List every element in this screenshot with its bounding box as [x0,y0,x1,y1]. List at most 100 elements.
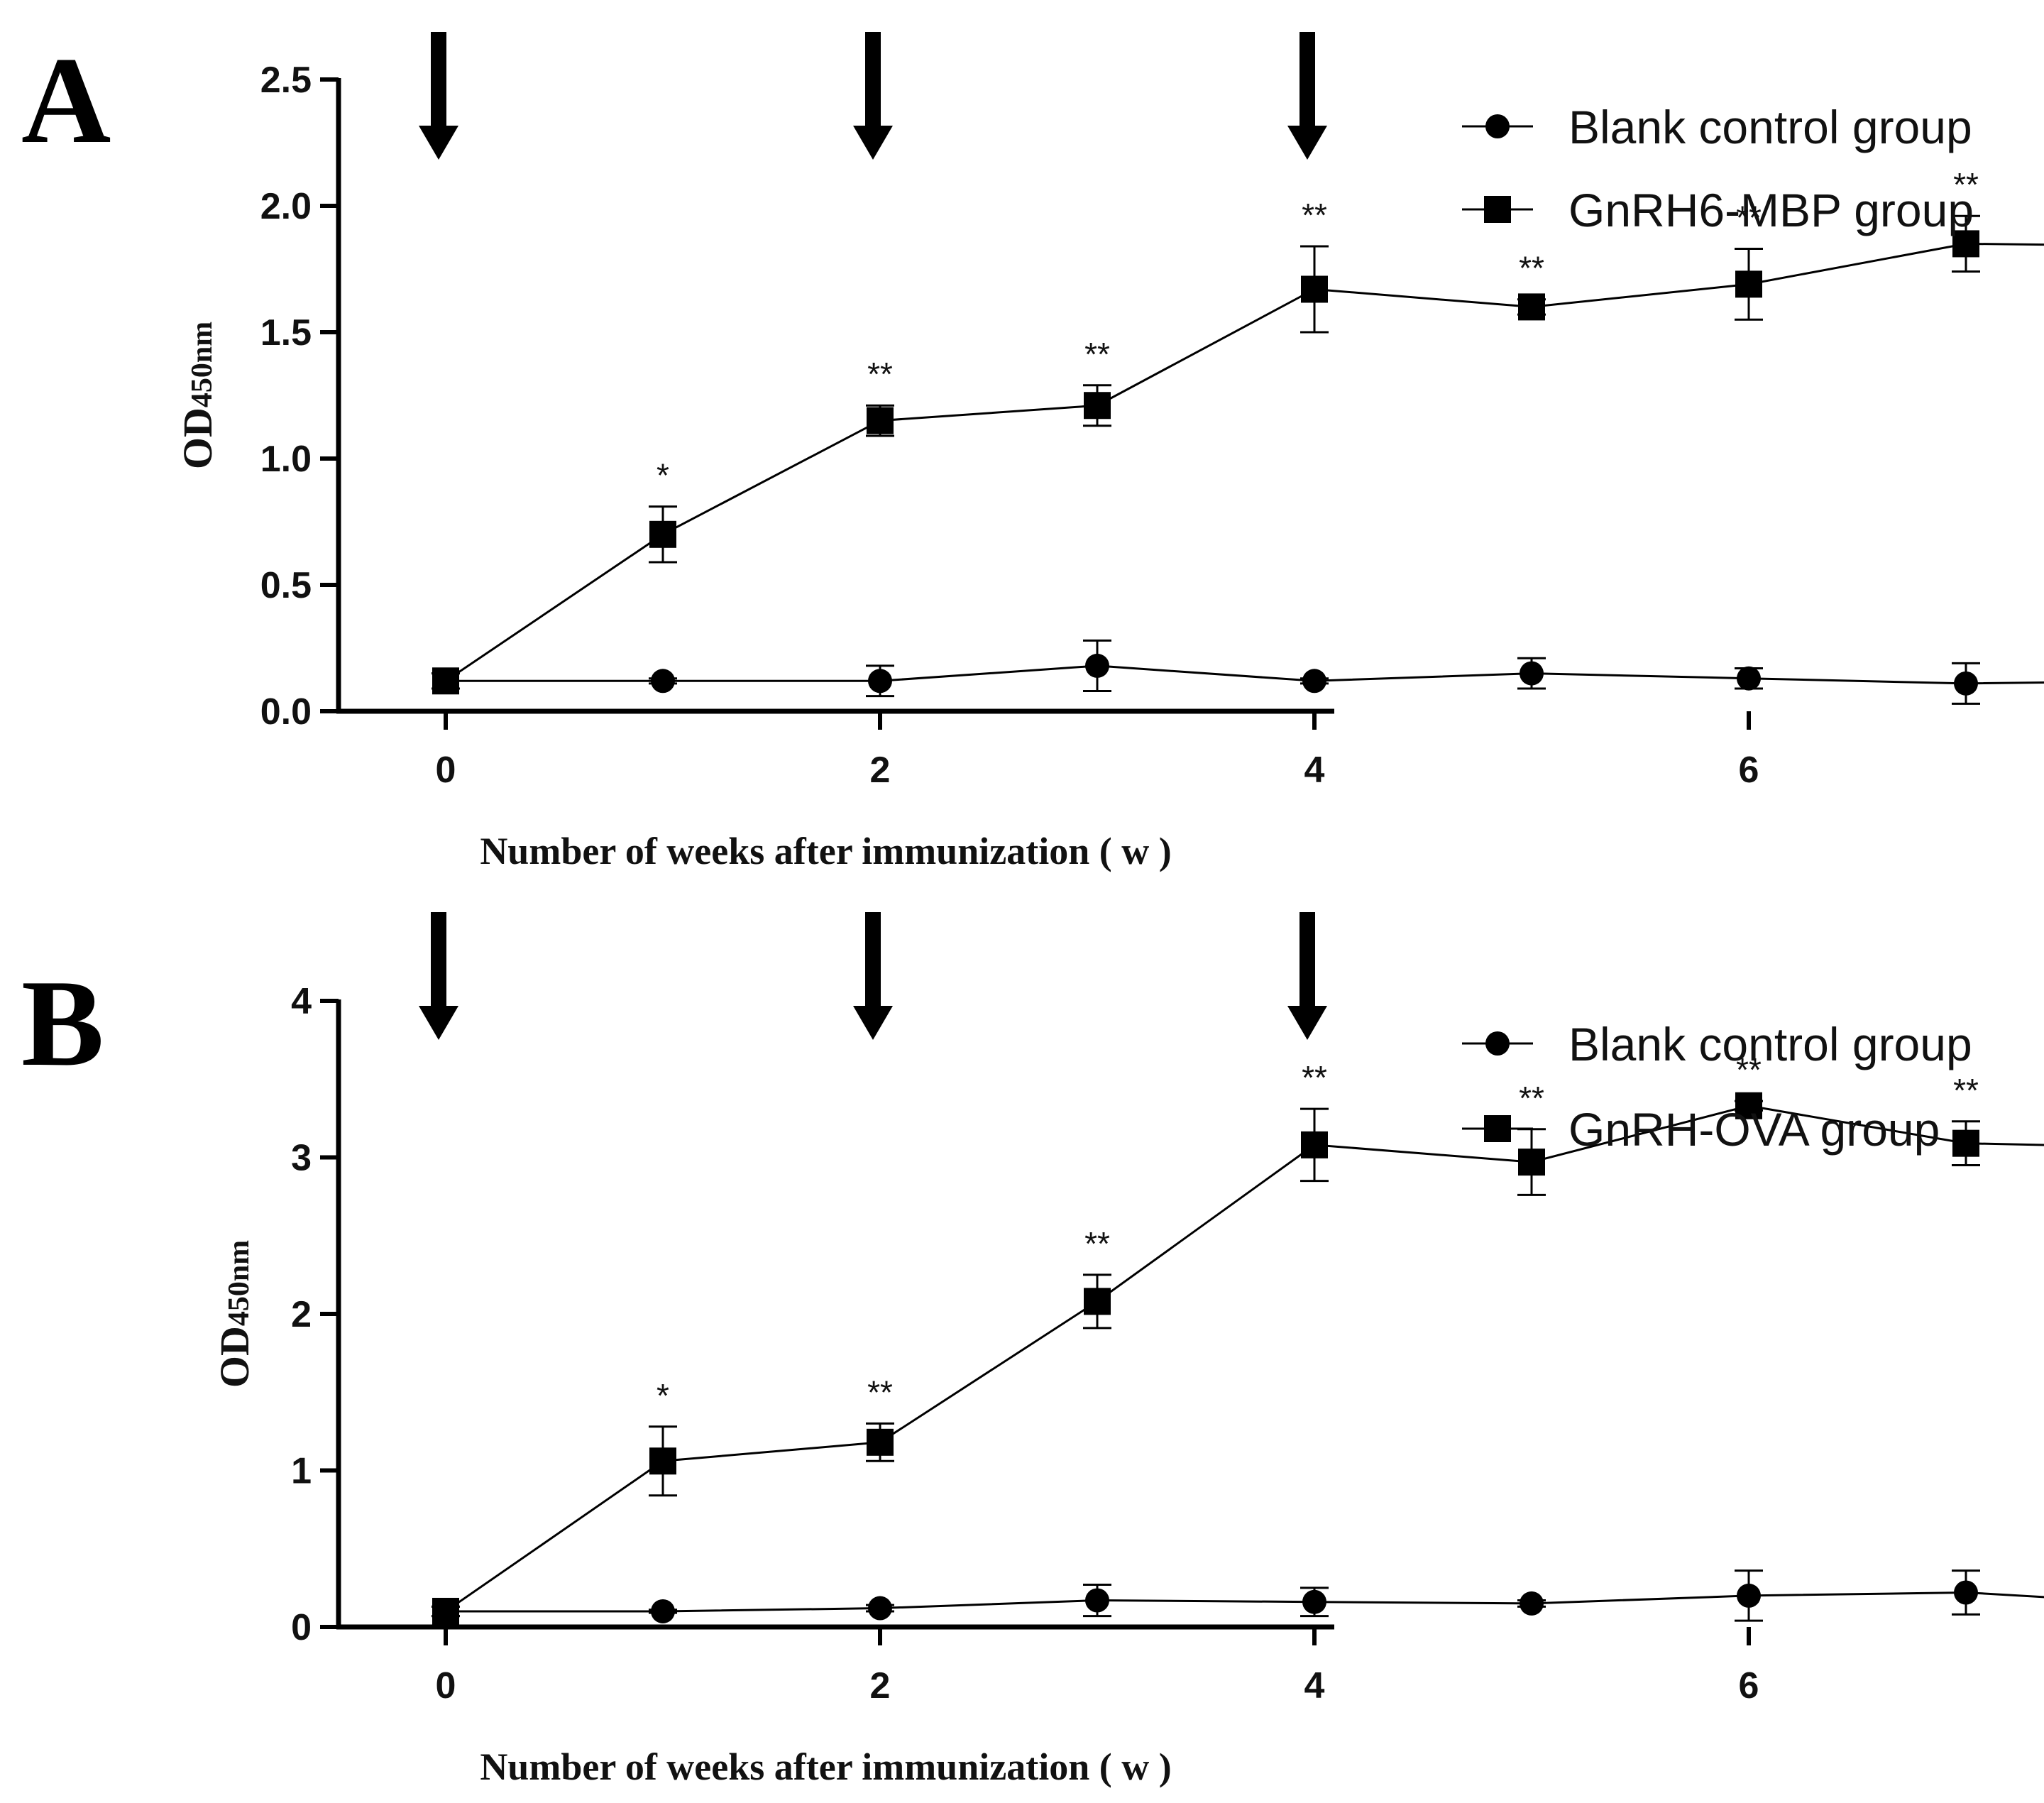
panel-a-series-vaccine-point [1518,293,1545,321]
panel-a-y-tick-label: 2.0 [260,186,312,227]
panel-a-y-axis-title: OD450nm [175,322,221,469]
panel-a-immunization-arrow-head [853,126,893,160]
panel-a-x-tick-label: 4 [1304,750,1325,791]
panel-b-series-vaccine-point [432,1597,459,1625]
panel-b-legend-vaccine-marker [1484,1115,1511,1142]
panel-b-series-control-line [446,1591,2044,1613]
panel-b-y-tick-label: 2 [291,1294,312,1335]
panel-b-series-control-point [868,1596,892,1621]
panel-b-series-control-point [1302,1589,1326,1614]
panel-b-y-axis-title-sub: 450nm [223,1240,256,1326]
panel-a-y-tick-label: 1.0 [260,439,312,480]
panel-a-y-axis-title-sub: 450nm [186,322,219,407]
panel-a-significance-mark: ** [1302,197,1327,234]
panel-b-series-vaccine-point [1518,1149,1545,1176]
panel-a-significance-mark: ** [1519,250,1544,287]
panel-b-legend-control-marker [1485,1031,1510,1056]
panel-b-y-tick-label: 3 [291,1138,312,1179]
panel-b-series-vaccine-point [649,1447,676,1475]
panel-b-y-tick-label: 4 [291,981,312,1022]
panel-a-series-control-point [1954,671,1978,696]
panel-b-chart: B0123402468Number of weeks after immuniz… [21,912,2044,1788]
panel-b-immunization-arrow-head [853,1006,893,1040]
panel-b-series-vaccine-point [1084,1288,1111,1315]
panel-b-series-control-point [1737,1583,1761,1608]
panel-a-significance-mark: ** [1084,336,1110,373]
panel-a-immunization-arrow-shaft [1300,32,1315,131]
panel-b-significance-mark: ** [867,1374,893,1410]
panel-a-immunization-arrow-shaft [865,32,881,131]
panel-b-immunization-arrow-shaft [431,912,446,1012]
panel-a-immunization-arrow-head [419,126,458,160]
panel-a-legend-control-label: Blank control group [1568,101,1972,153]
panel-b-series-vaccine-point [867,1428,894,1456]
panel-a-significance-mark: ** [867,356,893,393]
panel-b-x-tick-label: 2 [870,1665,891,1706]
panel-b-series-vaccine-point [1735,1092,1762,1119]
panel-a-y-tick-label: 0.5 [260,565,312,606]
panel-b-series-vaccine-point [1301,1131,1328,1158]
panel-a-immunization-arrow-head [1287,126,1327,160]
panel-b-x-axis-title: Number of weeks after immunization ( w ) [480,1746,1171,1788]
panel-a-legend-vaccine-marker [1484,196,1511,223]
panel-b-significance-mark: ** [1519,1080,1544,1117]
panel-b-x-tick-label: 4 [1304,1665,1325,1706]
panel-b-legend-vaccine-label: GnRH-OVA group [1568,1103,1940,1156]
panel-b-series-control-point [651,1599,675,1623]
panel-a-series-vaccine-point [649,520,676,548]
panel-a-significance-mark: ** [1736,199,1762,236]
panel-a-series-control-point [1085,653,1109,678]
panel-a-series-control-point [1302,669,1326,694]
panel-b-immunization-arrow-head [1287,1006,1327,1040]
panel-a-series-vaccine-point [1301,275,1328,303]
panel-a-series-control-point [1737,666,1761,691]
panel-b-significance-mark: * [656,1377,669,1414]
panel-b-y-tick-label: 1 [291,1451,312,1492]
panel-b-series-control-point [1085,1588,1109,1613]
panel-a-series-control-point [651,669,675,694]
panel-a-y-axis-title-main: OD [175,407,221,469]
panel-a-y-tick-label: 1.5 [260,312,312,354]
panel-a-significance-mark: ** [1953,166,1979,203]
panel-a-series-vaccine-line [445,242,2044,682]
panel-a-legend-vaccine-label: GnRH6-MBP group [1568,184,1974,236]
panel-b-series-vaccine-point [1952,1129,1979,1157]
panel-b-legend-control-label: Blank control group [1568,1018,1972,1070]
panel-b-significance-mark: ** [1736,1051,1762,1088]
panel-a-letter: A [21,31,111,169]
panel-a-y-tick-label: 2.5 [260,60,312,101]
panel-b-significance-mark: ** [1084,1225,1110,1262]
panel-a-y-tick-label: 0.0 [260,691,312,733]
panel-a-series-control-line [446,664,2044,685]
panel-b-y-axis-title: OD450nm [211,1240,258,1388]
panel-b-letter: B [21,954,104,1092]
panel-b-y-axis-title-main: OD [211,1326,258,1388]
panel-a-significance-mark: * [656,457,669,494]
panel-b-series-control-point [1954,1580,1978,1605]
panel-b-series-vaccine-line [445,1105,2044,1613]
panel-b-immunization-arrow-shaft [865,912,881,1012]
panel-a-x-axis-title: Number of weeks after immunization ( w ) [480,830,1171,872]
panel-a-chart: A0.00.51.01.52.02.502468Number of weeks … [21,31,2044,872]
panel-a-series-vaccine-point [1735,270,1762,298]
panel-a-x-tick-label: 2 [870,750,891,791]
panel-a-series-vaccine-point [1084,392,1111,420]
panel-a-legend-control-marker [1485,114,1510,138]
panel-b-significance-mark: ** [1302,1059,1327,1096]
panel-b-y-tick-label: 0 [291,1607,312,1648]
panel-a-x-tick-label: 6 [1739,750,1759,791]
panel-b-immunization-arrow-head [419,1006,458,1040]
panel-a-series-vaccine-point [1952,230,1979,258]
panel-b-x-tick-label: 0 [436,1665,456,1706]
panel-a-series-vaccine-point [867,407,894,434]
panel-b-significance-mark: ** [1953,1072,1979,1109]
panel-b-series-control-point [1520,1591,1544,1616]
panel-a-series-control-point [1520,661,1544,686]
panel-a-immunization-arrow-shaft [431,32,446,131]
panel-a-x-tick-label: 0 [436,750,456,791]
panel-b-immunization-arrow-shaft [1300,912,1315,1012]
panel-b-x-tick-label: 6 [1739,1665,1759,1706]
panel-a-series-vaccine-point [432,667,459,695]
panel-a-series-control-point [868,669,892,694]
